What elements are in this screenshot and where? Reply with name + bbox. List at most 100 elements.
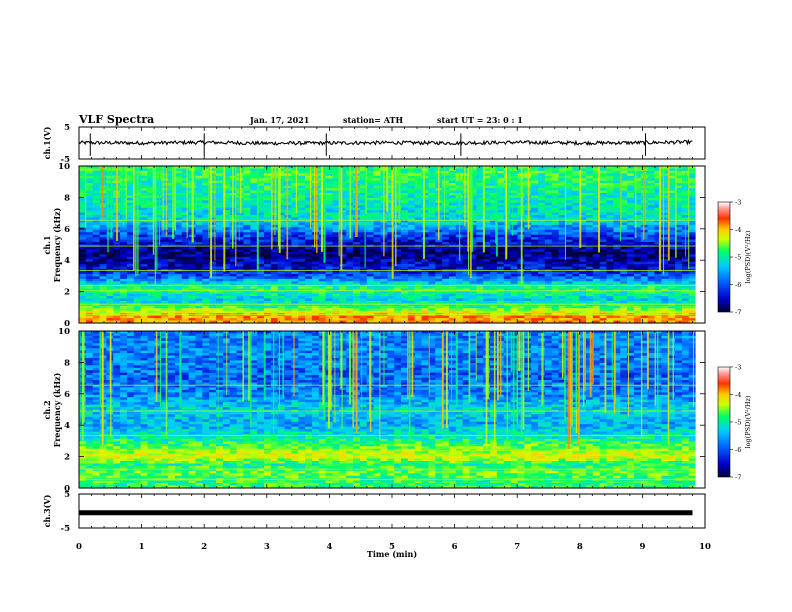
- ch1-spec-cell: [688, 190, 697, 194]
- ch1-spec-cell: [147, 219, 155, 224]
- ch1-spec-cell: [428, 234, 436, 238]
- ch1-spec-cell: [216, 192, 224, 197]
- ch1-spec-cell: [524, 229, 532, 233]
- ch1-spec-cell: [195, 259, 203, 263]
- ch1-spec-cell: [483, 296, 491, 300]
- ch1-spec-cell: [366, 237, 375, 241]
- ch1-spec-cell: [627, 242, 635, 246]
- ch1-spec-cell: [243, 276, 251, 280]
- ch1-spec-cell: [407, 261, 416, 265]
- ch1-spec-cell: [216, 293, 224, 297]
- ch1-spec-cell: [257, 215, 265, 219]
- ch1-spec-cell: [243, 192, 251, 197]
- ch1-spec-cell: [579, 166, 587, 170]
- ch1-spec-cell: [524, 234, 532, 238]
- ch1-spec-cell: [85, 259, 94, 263]
- ch1-spec-cell: [188, 261, 197, 265]
- ch1-spec-cell: [346, 291, 354, 295]
- ch1-spec-cell: [311, 293, 320, 297]
- ch1-spec-cell: [311, 205, 320, 209]
- ch1-spec-cell: [668, 170, 676, 174]
- ch1-spec-cell: [531, 180, 539, 184]
- ch1-spec-cell: [113, 300, 121, 304]
- ch1-spec-cell: [250, 296, 258, 300]
- ch1-spec-cell: [613, 210, 621, 214]
- ch1-spec-cell: [469, 239, 477, 243]
- ch1-spec-cell: [462, 237, 471, 241]
- ch1-spec-cell: [126, 237, 135, 241]
- ch1-spec-cell: [647, 273, 656, 277]
- ch1-spec-cell: [291, 281, 299, 285]
- ch1-spec-cell: [592, 224, 601, 228]
- ch1-spec-cell: [531, 278, 539, 282]
- ch1-spec-cell: [606, 207, 614, 211]
- ch1-spec-cell: [633, 251, 642, 255]
- ch1-spec-cell: [620, 190, 628, 194]
- ch1-spec-cell: [311, 222, 320, 226]
- ch1-spec-cell: [140, 239, 149, 243]
- ch1-spec-cell: [668, 271, 676, 275]
- ch1-spec-cell: [305, 264, 313, 268]
- ch1-spec-cell: [373, 222, 382, 226]
- ch1-spec-cell: [366, 210, 375, 214]
- ch1-spec-cell: [263, 256, 272, 260]
- ch1-spec-cell: [675, 229, 683, 233]
- ch1-spec-cell: [647, 264, 656, 268]
- ch1-spec-cell: [346, 278, 354, 282]
- ch1-spec-cell: [462, 166, 471, 170]
- ch1-spec-cell: [387, 178, 395, 182]
- ch1-spec-cell: [325, 180, 334, 184]
- ch1-spec-cell: [579, 278, 587, 282]
- ch1-spec-cell: [305, 266, 313, 270]
- ch1-spec-cell: [168, 300, 176, 304]
- ch1-spec-cell: [161, 281, 169, 285]
- ch1-spec-cell: [99, 195, 107, 199]
- ch1-spec-cell: [661, 202, 669, 206]
- ch1-spec-cell: [140, 288, 149, 292]
- ch1-spec-cell: [366, 242, 375, 246]
- ch1-spec-cell: [613, 227, 621, 231]
- ch1-spec-cell: [620, 242, 628, 246]
- ch1-spec-cell: [448, 232, 457, 236]
- ch1-spec-cell: [270, 256, 279, 260]
- ch1-spec-cell: [688, 256, 697, 260]
- ch1-spec-cell: [270, 259, 279, 263]
- ch1-spec-cell: [263, 246, 272, 250]
- ch1-spec-cell: [490, 278, 498, 282]
- ch1-spec-cell: [133, 278, 142, 282]
- ch1-spec-cell: [490, 202, 498, 206]
- ch1-spec-cell: [435, 259, 443, 263]
- ch1-spec-cell: [510, 261, 519, 265]
- ch1-spec-cell: [79, 200, 87, 204]
- ch1-spec-cell: [483, 173, 491, 177]
- ch1-spec-cell: [606, 180, 614, 184]
- ch1-spec-cell: [496, 224, 505, 228]
- ch1-spec-cell: [517, 291, 525, 295]
- ch1-spec-cell: [366, 296, 375, 300]
- ch1-spec-cell: [305, 190, 313, 194]
- ch1-spec-cell: [188, 300, 197, 304]
- ch1-spec-cell: [339, 197, 347, 201]
- ch1-spec-cell: [339, 168, 347, 172]
- ch1-spec-cell: [606, 237, 614, 241]
- ch1-spec-cell: [366, 278, 375, 282]
- ch1-spec-cell: [462, 219, 471, 224]
- ch1-spec-cell: [174, 298, 183, 302]
- ch1-spec-cell: [572, 170, 580, 174]
- ch1-spec-cell: [585, 291, 594, 295]
- ch1-spec-cell: [126, 296, 135, 300]
- ch1-spec-cell: [366, 298, 375, 302]
- ch1-spec-cell: [483, 197, 491, 201]
- ch1-spec-cell: [524, 293, 532, 297]
- ch1-spec-cell: [222, 207, 231, 211]
- ch1-spec-cell: [503, 271, 512, 275]
- ch1-spec-cell: [250, 251, 258, 255]
- ch1-spec-cell: [339, 219, 347, 224]
- ch1-spec-cell: [168, 261, 176, 265]
- ch1-spec-cell: [517, 293, 525, 297]
- ch1-spec-cell: [407, 293, 416, 297]
- ch1-spec-cell: [305, 232, 313, 236]
- ch1-spec-cell: [469, 246, 477, 250]
- ch1-spec-cell: [284, 170, 292, 174]
- ch1-spec-cell: [154, 215, 162, 219]
